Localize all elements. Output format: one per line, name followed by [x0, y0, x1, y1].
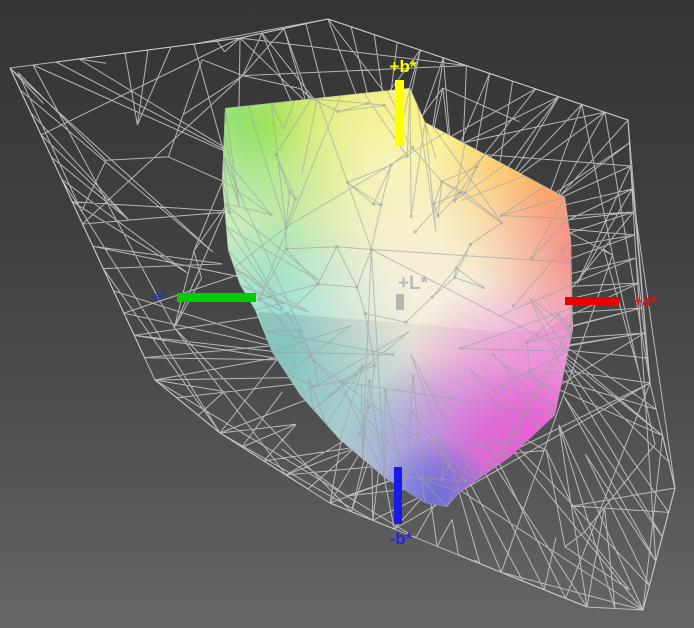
- plus-l-axis-label: +L*: [398, 273, 429, 294]
- mesh-node: [418, 476, 422, 480]
- mesh-node: [298, 329, 302, 333]
- plus-b-axis-label: +b*: [390, 57, 417, 76]
- mesh-node: [391, 353, 395, 357]
- mesh-node: [383, 389, 387, 393]
- mesh-node: [442, 444, 446, 447]
- mesh-node: [316, 282, 320, 286]
- mesh-node: [336, 110, 340, 113]
- mesh-node: [409, 215, 413, 219]
- mesh-node: [269, 212, 273, 216]
- mesh-node: [355, 285, 359, 289]
- plus-a-axis-bar: [565, 297, 619, 305]
- mesh-node: [369, 248, 373, 251]
- plus-l-axis-bar: [396, 294, 404, 310]
- mesh-node: [464, 479, 468, 483]
- mesh-node: [528, 369, 532, 372]
- minus-b-axis-label: -b*: [390, 529, 413, 548]
- mesh-node: [561, 249, 565, 253]
- mesh-node: [512, 304, 515, 308]
- mesh-node: [440, 180, 444, 184]
- mesh-node: [274, 153, 278, 156]
- mesh-node: [411, 375, 415, 378]
- mesh-node: [358, 432, 362, 436]
- mesh-node: [379, 203, 383, 207]
- mesh-node: [373, 363, 377, 367]
- mesh-node: [491, 353, 495, 356]
- mesh-outline: [222, 88, 573, 507]
- mesh-node: [432, 437, 436, 441]
- minus-b-axis-bar: [394, 467, 402, 524]
- mesh-node: [345, 181, 349, 184]
- mesh-node: [411, 411, 415, 415]
- mesh-node: [569, 334, 573, 338]
- mesh-node: [454, 266, 458, 270]
- reference-wireframe-mesh-overlay: [222, 88, 573, 507]
- mesh-node: [458, 191, 462, 195]
- mesh-node: [499, 384, 503, 388]
- mesh-node: [465, 464, 469, 468]
- mesh-node: [493, 452, 497, 456]
- minus-a-axis-bar: [177, 293, 256, 302]
- mesh-node: [500, 221, 504, 225]
- mesh-node: [372, 202, 375, 206]
- mesh-node: [481, 286, 485, 289]
- mesh-node: [411, 146, 415, 150]
- mesh-node: [405, 154, 409, 158]
- mesh-node: [310, 97, 314, 101]
- mesh-node: [430, 295, 434, 299]
- mesh-node: [525, 340, 529, 344]
- mesh-node: [312, 358, 316, 362]
- mesh-node: [284, 247, 288, 251]
- mesh-node: [257, 298, 261, 301]
- mesh-node: [453, 276, 457, 279]
- mesh-node: [284, 225, 288, 229]
- mesh-node: [551, 402, 555, 405]
- mesh-node: [285, 312, 289, 316]
- mesh-node: [529, 257, 533, 261]
- mesh-node: [469, 242, 472, 246]
- solid-underside-facet: [258, 312, 573, 507]
- mesh-node: [361, 364, 365, 368]
- mesh-node: [440, 477, 444, 481]
- mesh-node: [335, 245, 339, 249]
- mesh-node: [288, 190, 292, 194]
- mesh-node: [463, 191, 467, 195]
- mesh-node: [294, 197, 298, 201]
- mesh-node: [363, 311, 367, 315]
- mesh-node: [389, 163, 393, 167]
- mesh-node: [499, 214, 503, 218]
- mesh-node: [447, 464, 451, 468]
- mesh-node: [228, 210, 232, 214]
- lab-axes-indicators: +b* -b* +a* -a* +L*: [150, 57, 656, 548]
- mesh-node: [475, 165, 479, 169]
- plus-b-axis-bar: [395, 80, 404, 146]
- mesh-node: [569, 324, 573, 328]
- plus-a-axis-label: +a*: [634, 293, 657, 310]
- mesh-node: [459, 347, 463, 351]
- mesh-node: [453, 199, 457, 203]
- mesh-node: [280, 306, 284, 310]
- mesh-node: [413, 230, 417, 234]
- mesh-node: [367, 405, 371, 409]
- mesh-node: [339, 380, 342, 383]
- mesh-node: [367, 379, 371, 383]
- mesh-node: [436, 214, 440, 218]
- mesh-node: [316, 384, 320, 388]
- mesh-node: [406, 475, 410, 479]
- mesh-node: [404, 320, 408, 324]
- minus-a-axis-label: -a*: [150, 289, 166, 303]
- mesh-node: [280, 301, 284, 305]
- mesh-node: [432, 202, 436, 206]
- mesh-node: [311, 384, 315, 388]
- mesh-node: [556, 313, 560, 316]
- mesh-node: [383, 103, 386, 107]
- mesh-lines: [222, 88, 573, 507]
- mesh-node: [366, 102, 370, 105]
